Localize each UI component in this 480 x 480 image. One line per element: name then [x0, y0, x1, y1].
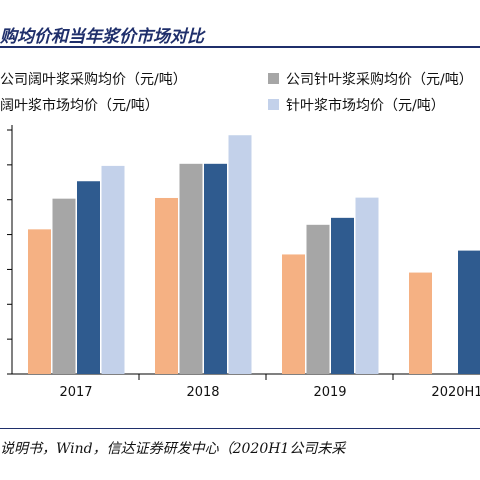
legend-label-1: 公司针叶浆采购均价（元/吨）: [286, 72, 473, 88]
footer-rule: [0, 428, 480, 429]
bar-2020H1-series-2: [458, 250, 480, 374]
bar-2019-series-2: [331, 217, 354, 374]
x-tick-label: 2018: [186, 385, 219, 400]
bar-2017-series-3: [101, 165, 125, 374]
chart-title-bar: 购均价和当年浆价市场对比: [0, 18, 480, 48]
bar-2018-series-3: [228, 135, 252, 374]
title-rule: [0, 46, 480, 48]
bar-2018-series-0: [155, 197, 178, 374]
bar-2017-series-0: [28, 229, 51, 374]
chart-legend: 公司阔叶浆采购均价（元/吨） 公司针叶浆采购均价（元/吨） 阔叶浆市场均价（元/…: [0, 68, 480, 122]
source-note: 说明书，Wind，信达证券研发中心（2020H1公司未采: [0, 441, 346, 457]
bar-2019-series-3: [355, 197, 379, 374]
x-tick-label: 2019: [313, 385, 346, 400]
bar-2018-series-1: [179, 163, 203, 374]
bar-2017-series-1: [52, 198, 76, 374]
x-tick-label: 2017: [59, 385, 92, 400]
bar-2019-series-1: [306, 224, 330, 374]
bar-2019-series-0: [282, 254, 305, 374]
chart-title: 购均价和当年浆价市场对比: [0, 27, 204, 47]
bar-2020H1-series-0: [409, 272, 432, 374]
legend-label-3: 针叶浆市场均价（元/吨）: [286, 98, 445, 114]
legend-swatch-1: [268, 73, 279, 84]
bar-2017-series-2: [77, 181, 100, 374]
legend-label-0: 公司阔叶浆采购均价（元/吨）: [0, 72, 187, 88]
legend-label-2: 阔叶浆市场均价（元/吨）: [0, 98, 159, 114]
x-tick-label: 2020H1: [431, 385, 480, 400]
legend-swatch-3: [268, 99, 279, 110]
bar-2018-series-2: [204, 163, 227, 374]
bar-chart: 2017 2018 2019 2020H1: [7, 125, 480, 400]
